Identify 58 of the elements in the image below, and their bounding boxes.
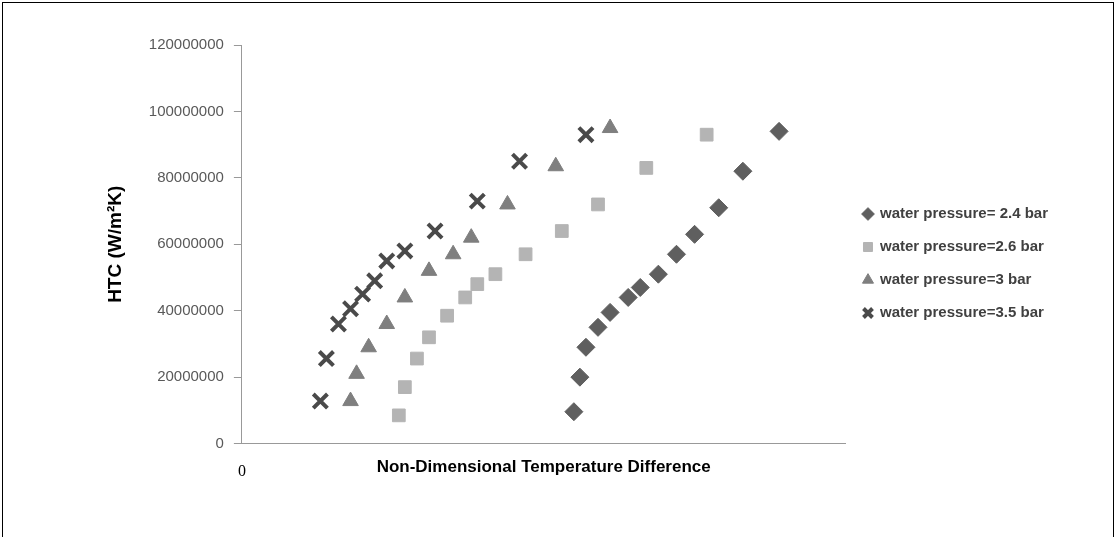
y-tick-label: 20000000 xyxy=(157,367,224,385)
point xyxy=(588,317,608,337)
point xyxy=(378,314,396,330)
point xyxy=(470,277,485,292)
point xyxy=(518,247,533,262)
point xyxy=(769,121,789,141)
point xyxy=(618,287,638,307)
point xyxy=(458,290,473,305)
point xyxy=(468,192,487,211)
y-tick-label: 100000000 xyxy=(148,101,224,119)
y-tick-label: 0 xyxy=(215,433,224,451)
point xyxy=(576,125,596,144)
point xyxy=(600,302,620,322)
point xyxy=(377,251,396,270)
point xyxy=(317,349,336,368)
text: 0 xyxy=(237,461,246,479)
point xyxy=(353,285,372,304)
point xyxy=(462,228,480,243)
point xyxy=(576,337,596,357)
point xyxy=(329,314,348,334)
point xyxy=(425,221,445,241)
point xyxy=(591,197,605,212)
y-axis-title: HTC (W/m²K) xyxy=(103,185,125,303)
point xyxy=(547,156,565,172)
point xyxy=(410,351,424,366)
point xyxy=(395,241,414,261)
legend-label: water pressure=3.5 bar xyxy=(878,303,1044,321)
point xyxy=(564,402,584,422)
point xyxy=(733,161,753,181)
legend-label: water pressure= 2.4 bar xyxy=(878,204,1049,222)
point xyxy=(365,271,384,290)
point xyxy=(444,244,462,260)
point xyxy=(699,127,714,142)
point xyxy=(397,380,412,394)
point xyxy=(440,308,454,323)
point xyxy=(554,224,569,238)
point xyxy=(648,264,668,284)
y-tick-label: 80000000 xyxy=(157,168,224,186)
point xyxy=(630,277,650,297)
legend-label: water pressure=2.6 bar xyxy=(878,237,1044,255)
y-tick-label: 120000000 xyxy=(148,35,224,53)
point xyxy=(422,330,436,345)
point xyxy=(342,391,359,407)
point xyxy=(639,161,654,175)
point xyxy=(685,224,705,244)
point xyxy=(510,152,529,171)
x-axis-title: Non-Dimensional Temperature Difference xyxy=(376,457,711,477)
point xyxy=(391,408,406,423)
y-tick-label: 40000000 xyxy=(157,300,224,318)
point xyxy=(488,267,503,282)
point xyxy=(311,392,330,411)
y-tick-label: 60000000 xyxy=(157,234,224,252)
legend-label: water pressure=3 bar xyxy=(878,270,1032,288)
point xyxy=(570,367,590,387)
point xyxy=(601,118,619,134)
point xyxy=(666,244,686,264)
point xyxy=(341,299,360,318)
point xyxy=(709,198,729,218)
